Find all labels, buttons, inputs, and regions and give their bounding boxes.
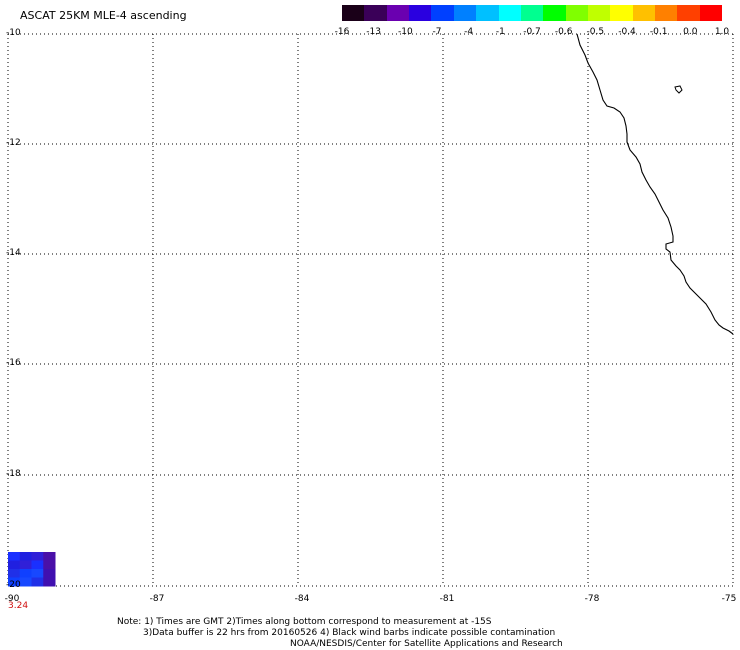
- longitude-label: -90: [4, 594, 20, 604]
- data-cell: [31, 569, 44, 578]
- scale-segment: [476, 5, 499, 21]
- scale-segment: [520, 5, 544, 21]
- data-cell: [19, 569, 32, 578]
- wind-data-cells: [8, 552, 56, 587]
- latitude-label: -20: [6, 580, 21, 590]
- longitude-label: -81: [439, 594, 455, 604]
- data-cell: [31, 577, 44, 587]
- scale-label: 0.0: [683, 27, 698, 37]
- data-cell: [31, 560, 44, 570]
- scale-segment: [409, 5, 432, 21]
- latitude-label: -12: [6, 138, 21, 148]
- note-line-3: NOAA/NESDIS/Center for Satellite Applica…: [290, 639, 563, 649]
- scale-label: -0.6: [554, 27, 573, 37]
- longitude-label: -84: [294, 594, 310, 604]
- data-cell: [8, 577, 21, 587]
- data-cell: [43, 577, 56, 587]
- note-line-2: 3)Data buffer is 22 hrs from 20160526 4)…: [143, 628, 556, 638]
- latitude-label: -18: [6, 469, 21, 479]
- latitude-label: -14: [6, 248, 21, 258]
- data-cell: [43, 552, 56, 561]
- longitude-label: -87: [149, 594, 165, 604]
- longitude-label: -78: [584, 594, 600, 604]
- data-cell: [19, 560, 32, 570]
- scale-label: -13: [366, 27, 382, 37]
- scale-segment: [342, 5, 365, 21]
- data-cell: [19, 552, 32, 561]
- data-cell: [8, 552, 21, 561]
- island-outline: [674, 85, 683, 94]
- scale-label: -16: [334, 27, 350, 37]
- scale-label: -0.5: [586, 27, 605, 37]
- color-scale-bar: [342, 5, 723, 21]
- data-cell: [19, 577, 32, 587]
- scale-label: -7: [432, 27, 442, 37]
- graticule: [7, 33, 734, 587]
- scale-segment: [610, 5, 633, 21]
- scale-segment: [565, 5, 588, 21]
- latitude-label: -16: [6, 358, 21, 368]
- scale-label: 1.0: [714, 27, 730, 37]
- scale-segment: [699, 5, 723, 21]
- scale-label: -0.4: [618, 27, 636, 37]
- coastline-peru: [576, 33, 734, 335]
- map-title: ASCAT 25KM MLE-4 ascending: [20, 9, 187, 22]
- latitude-label: -10: [6, 28, 21, 38]
- cell-value-label: 3.24: [8, 601, 29, 611]
- note-line-1: Note: 1) Times are GMT 2)Times along bot…: [117, 617, 492, 627]
- scale-label: -1: [495, 27, 505, 37]
- scale-segment: [386, 5, 410, 21]
- data-cell: [43, 560, 56, 570]
- scale-label: -4: [464, 27, 474, 37]
- scale-segment: [498, 5, 521, 21]
- scale-segment: [677, 5, 700, 21]
- longitude-label: -75: [721, 594, 737, 604]
- data-cell: [43, 569, 56, 578]
- data-cell: [8, 560, 21, 570]
- scale-segment: [587, 5, 611, 21]
- scale-segment: [543, 5, 566, 21]
- scale-segment: [655, 5, 678, 21]
- scale-segment: [431, 5, 454, 21]
- scale-label: -10: [397, 27, 413, 37]
- data-cell: [31, 552, 44, 561]
- scale-label: -0.7: [523, 27, 541, 37]
- scale-segment: [632, 5, 656, 21]
- scale-label: -0.1: [649, 27, 668, 37]
- data-cell: [8, 569, 21, 578]
- scale-segment: [364, 5, 387, 21]
- scale-segment: [453, 5, 477, 21]
